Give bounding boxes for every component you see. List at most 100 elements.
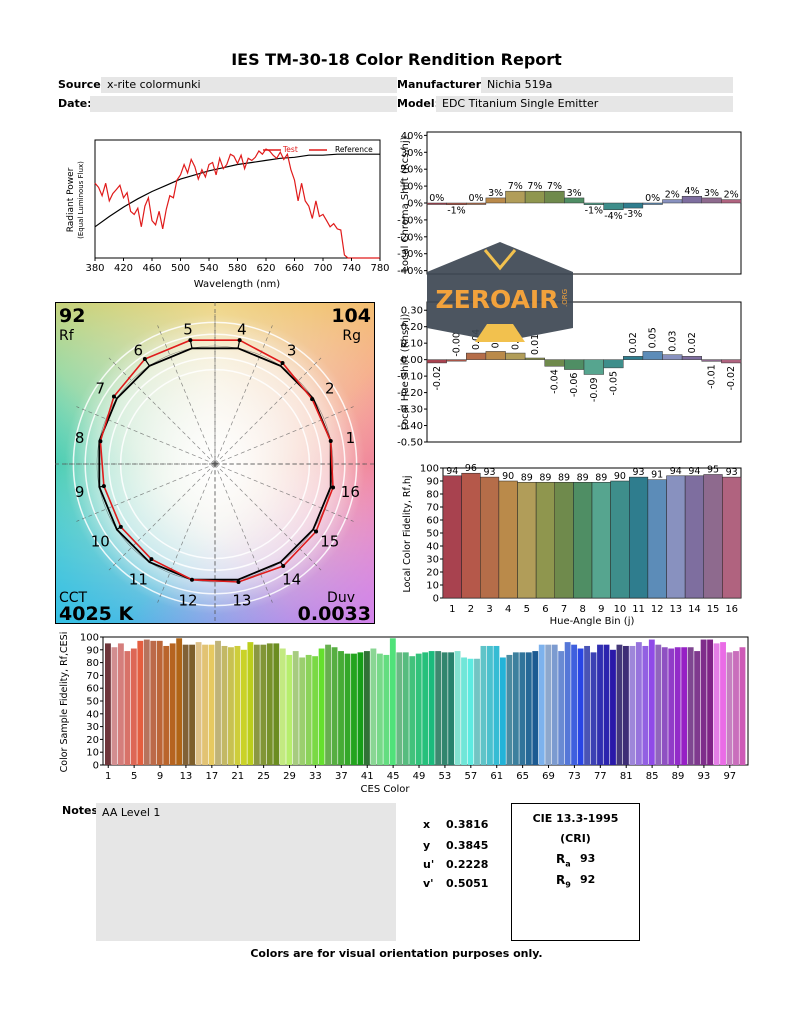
fidelity-bar [703, 474, 723, 599]
legend-reference-label: Reference [335, 145, 373, 154]
chroma_shift-y-tick-label: 0% [407, 199, 423, 210]
ces-bar [344, 653, 351, 765]
cvg-arrow-head [237, 338, 242, 343]
fidelity-bar [722, 476, 742, 599]
ces-bar [512, 652, 519, 765]
ces-bar [318, 648, 325, 765]
ces-bar [454, 651, 461, 765]
hue_shift-bar [426, 359, 447, 364]
ces-bar [130, 648, 137, 765]
ces-bar [363, 651, 370, 765]
chroma-y-ticks: 40% 30% 20% 10% 0% -10% -20% -30% -40% [397, 131, 427, 277]
fidelity-bar [461, 472, 481, 599]
spectral-x-tick-label: 420 [114, 263, 133, 274]
ces-bar [435, 651, 442, 765]
ces-bar [480, 645, 487, 765]
ces-bar [707, 639, 714, 765]
hue_shift-data-label: 0.05 [648, 327, 659, 348]
chroma_shift-data-label: 7% [547, 181, 562, 192]
ces-xlabel: CES Color [361, 784, 411, 795]
ces-bar [551, 644, 558, 765]
ces-x-tick-label: 9 [157, 771, 163, 782]
fidelity-x-tick-label: 4 [505, 604, 511, 615]
hue_shift-data-label: -0.00 [451, 332, 462, 357]
ces-bar [448, 652, 455, 765]
fidelity-y-tick-label: 70 [426, 503, 439, 514]
ces-y-tick-label: 30 [86, 722, 99, 733]
chroma_shift-data-label: 3% [567, 188, 582, 199]
ces-bar [357, 652, 364, 765]
chroma_shift-bar [681, 195, 702, 204]
ces-bar [558, 651, 565, 765]
spectral-x-tick-label: 540 [199, 263, 218, 274]
fidelity-bar [535, 482, 555, 599]
ces-bar [661, 647, 668, 765]
spectral-x-tick-label: 380 [85, 263, 104, 274]
cvg-arrow-head [328, 438, 333, 443]
ces-x-tick-label: 61 [490, 771, 503, 782]
ces-bar [389, 638, 396, 765]
fidelity-y-tick-label: 40 [426, 542, 439, 553]
ces-bar [648, 639, 655, 765]
fidelity-bar [629, 476, 649, 599]
hue_shift-y-tick-label: -0.50 [397, 438, 423, 447]
cvg-spoke [214, 325, 273, 465]
fidelity-bar [684, 475, 704, 599]
hue_shift-data-label: -0.09 [589, 377, 600, 402]
duv-value: 0.0033 [298, 603, 371, 624]
cvg-spoke [76, 463, 216, 522]
ces-bar [506, 654, 513, 765]
hue_shift-bar [446, 359, 467, 362]
spectral-x-tick-label: 620 [256, 263, 275, 274]
cri-box [511, 803, 640, 941]
spectral-x-tick-label: 500 [171, 263, 190, 274]
fidelity-x-tick-label: 5 [524, 604, 530, 615]
ces-y-tick-label: 60 [86, 684, 99, 695]
ces-bar [642, 645, 649, 765]
fidelity-x-tick-label: 3 [486, 604, 492, 615]
hue_shift-data-label: -0.04 [550, 369, 561, 394]
chroma-shift-chart: 40%30%20%10%0%-10%-20%-30%-40% 0%-1%0% 3%… [397, 131, 742, 277]
hue_shift-bar [505, 352, 526, 360]
hue_shift-bar [681, 356, 702, 360]
ces-x-tick-label: 37 [335, 771, 348, 782]
hue_shift-bar [603, 359, 624, 369]
cvg-bin-label: 15 [320, 533, 339, 551]
ces-bar [635, 642, 642, 765]
watermark-shape [427, 242, 573, 342]
fidelity-x-tick-label: 1 [449, 604, 455, 615]
cvg-center-mark: + [210, 457, 219, 470]
ces-x-tick-label: 45 [387, 771, 400, 782]
rg-value: 104 [331, 305, 371, 327]
fidelity-x-tick-label: 2 [468, 604, 474, 615]
ces-x-tick-label: 1 [105, 771, 111, 782]
chroma_shift-data-label: 0% [429, 193, 444, 204]
fidelity-data-label: 89 [521, 472, 533, 483]
legend-test-label: Test [282, 145, 298, 154]
hue_shift-bar [662, 354, 683, 360]
ces-bar [247, 642, 254, 765]
hue_shift-data-label: -0.06 [569, 373, 580, 398]
cvg-bin-label: 12 [179, 591, 198, 609]
fidelity-bar [666, 475, 686, 599]
ces-bar [331, 647, 338, 765]
ces-bar [299, 657, 306, 765]
fidelity-data-label: 93 [633, 467, 645, 478]
watermark-brand: ZEROAIR [436, 285, 559, 314]
hue_shift-data-label: 0.02 [687, 332, 698, 353]
cvg-arrow-head [118, 524, 123, 529]
ces-x-tick-label: 57 [464, 771, 477, 782]
spectral-xlabel: Wavelength (nm) [194, 279, 280, 290]
chroma_shift-data-label: 4% [684, 186, 699, 197]
watermark-road-icon [475, 324, 525, 342]
spectral-line-reference [94, 153, 380, 228]
ces-bar [189, 644, 196, 765]
cvg-spoke [214, 463, 273, 603]
ces-x-tick-label: 97 [723, 771, 736, 782]
ces-y-tick-label: 40 [86, 709, 99, 720]
cvg-spoke [214, 463, 322, 571]
cvg-arrow-head [98, 439, 103, 444]
ces-bar [564, 642, 571, 765]
ra-subscript: a [565, 859, 571, 869]
ces-bar [726, 652, 733, 765]
